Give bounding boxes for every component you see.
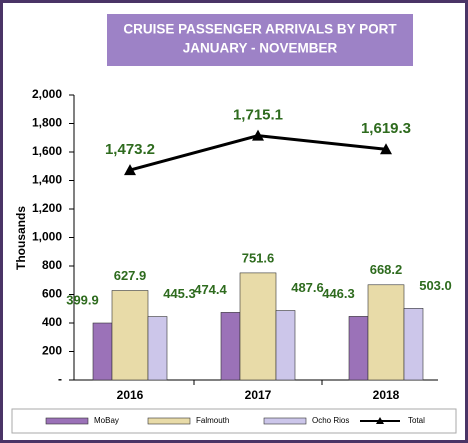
title-box [107,14,413,66]
bar [147,316,168,381]
legend-label: MoBay [94,416,119,425]
total-value-label: 1,473.2 [105,141,155,158]
bar [403,308,424,381]
y-tick-label: 1,200 [32,201,62,215]
bar-value-label: 399.9 [66,292,99,307]
chart-title: CRUISE PASSENGER ARRIVALS BY PORT [123,22,397,37]
legend-marker [376,417,384,424]
y-tick-label: 200 [42,344,62,358]
total-marker [252,129,264,141]
y-axis-label: Thousands [14,206,28,270]
total-value-label: 1,715.1 [233,107,283,124]
bar [275,310,296,381]
bar [111,290,149,381]
bar-value-label: 668.2 [370,262,403,277]
x-tick-label: 2016 [117,388,144,402]
y-tick-label: 1,400 [32,173,62,187]
bar-value-label: 503.0 [419,278,452,293]
total-marker [380,143,392,155]
y-tick-label: 800 [42,258,62,272]
bar [348,316,369,381]
legend-label: Falmouth [196,416,229,425]
bar [239,272,277,381]
legend-swatch [45,417,89,425]
total-value-label: 1,619.3 [361,120,411,137]
bar-value-label: 487.6 [291,280,324,295]
bar-value-label: 627.9 [114,268,147,283]
bar [367,284,405,381]
total-marker [124,164,136,176]
y-tick-label: 1,600 [32,144,62,158]
bar [92,322,113,381]
y-tick-label: 400 [42,315,62,329]
bar-value-label: 474.4 [194,282,227,297]
legend-swatch [147,417,191,425]
x-tick-label: 2017 [245,388,272,402]
legend-label: Ocho Rios [312,416,349,425]
y-tick-label: 1,000 [32,230,62,244]
bar-value-label: 446.3 [322,286,355,301]
x-tick-label: 2018 [373,388,400,402]
legend-label: Total [408,416,425,425]
y-tick-label: 2,000 [32,87,62,101]
bar [220,312,241,381]
y-tick-label: 1,800 [32,116,62,130]
y-tick-label: 600 [42,287,62,301]
bar-value-label: 751.6 [242,250,275,265]
legend-swatch [263,417,307,425]
chart-subtitle: JANUARY - NOVEMBER [183,41,338,56]
bar-value-label: 445.3 [163,286,196,301]
y-tick-label: - [58,372,62,386]
